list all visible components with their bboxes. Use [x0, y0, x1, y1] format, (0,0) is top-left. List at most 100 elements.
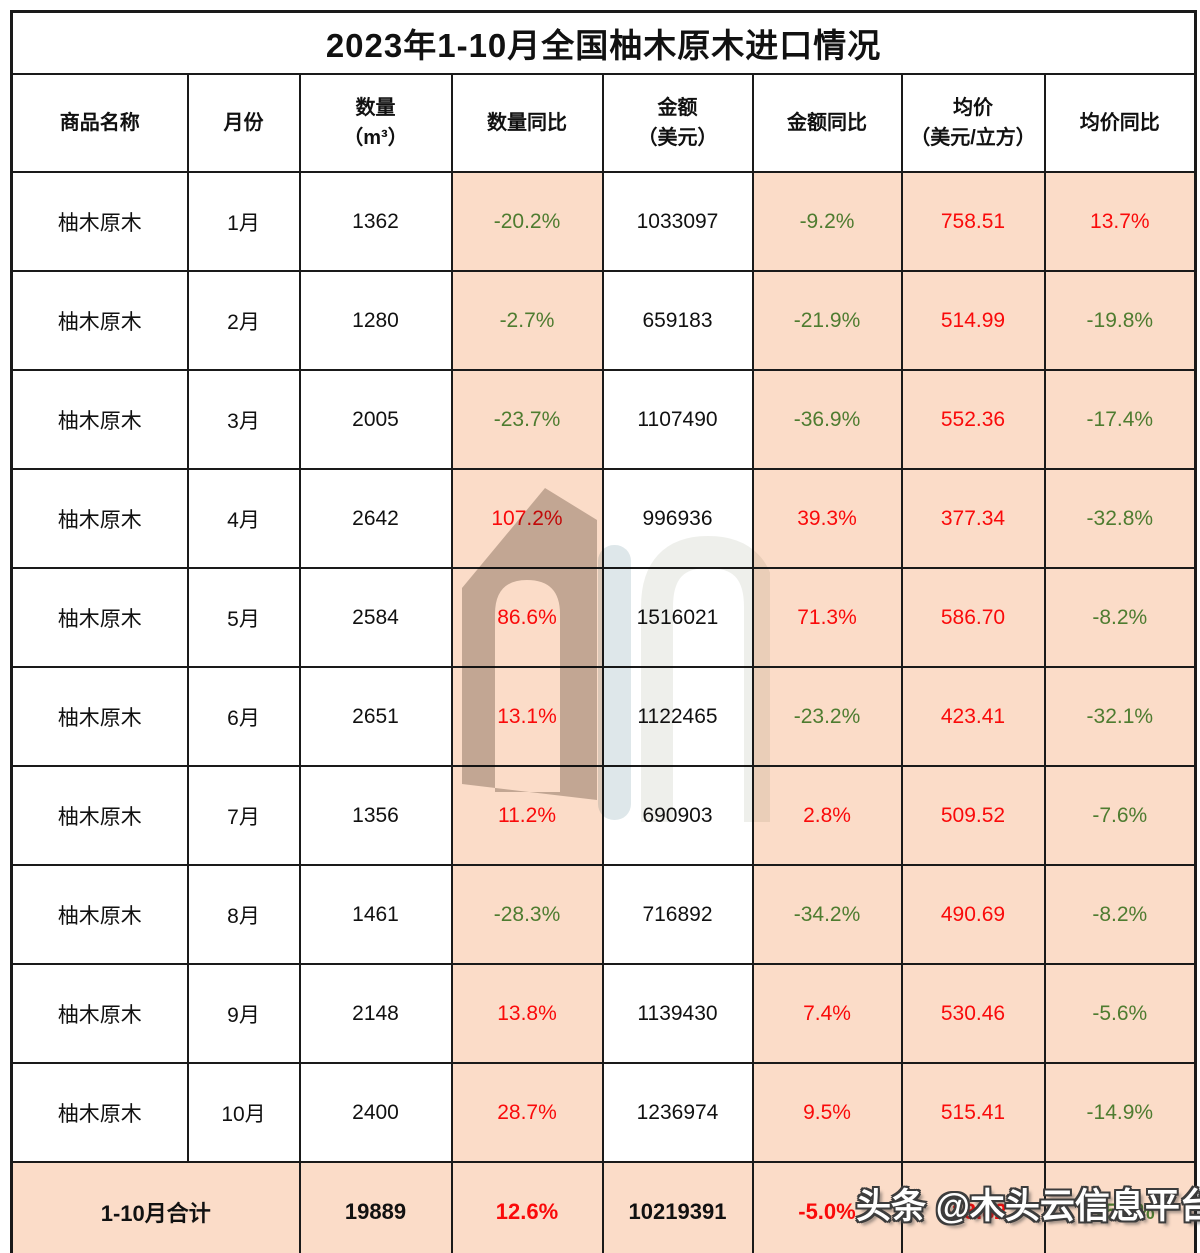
table-title-row: 2023年1-10月全国柚木原木进口情况	[10, 10, 1197, 75]
table-row: 柚木原木 6月 2651 13.1% 1122465 -23.2% 423.41 -32.1%	[10, 666, 1197, 767]
cell-month: 1月	[186, 171, 301, 272]
cell-month: 6月	[186, 666, 301, 767]
total-cell-avg-price: 513.82	[900, 1161, 1046, 1253]
cell-avg-price: 530.46	[900, 963, 1046, 1064]
cell-product: 柚木原木	[10, 1062, 189, 1163]
column-header-2: 数量 （m³）	[298, 73, 453, 173]
cell-qty: 2642	[298, 468, 453, 569]
page-title: 2023年1-10月全国柚木原木进口情况	[10, 10, 1197, 75]
column-header-1: 月份	[186, 73, 301, 173]
cell-avg-price: 586.70	[900, 567, 1046, 668]
import-data-table: 2023年1-10月全国柚木原木进口情况 商品名称 月份 数量 （m³） 数量同比 金额…	[10, 10, 1198, 1253]
table-row: 柚木原木 7月 1356 11.2% 690903 2.8% 509.52 -7.6%	[10, 765, 1197, 866]
cell-avg-price: 552.36	[900, 369, 1046, 470]
cell-month: 10月	[186, 1062, 301, 1163]
cell-amount-yoy: -23.2%	[751, 666, 903, 767]
cell-amount: 1516021	[601, 567, 754, 668]
column-header-4: 金额 （美元）	[601, 73, 754, 173]
cell-qty-yoy: 107.2%	[450, 468, 604, 569]
cell-amount-yoy: 7.4%	[751, 963, 903, 1064]
table-row: 柚木原木 1月 1362 -20.2% 1033097 -9.2% 758.51 13.7%	[10, 171, 1197, 272]
cell-avg-price: 377.34	[900, 468, 1046, 569]
table-row: 柚木原木 2月 1280 -2.7% 659183 -21.9% 514.99 -19.8%	[10, 270, 1197, 371]
cell-qty: 1280	[298, 270, 453, 371]
cell-qty-yoy: 11.2%	[450, 765, 604, 866]
cell-qty: 2651	[298, 666, 453, 767]
total-cell-amount: 10219391	[601, 1161, 754, 1253]
cell-avg-yoy: -19.8%	[1043, 270, 1197, 371]
table-row: 柚木原木 9月 2148 13.8% 1139430 7.4% 530.46 -5.6%	[10, 963, 1197, 1064]
column-header-6: 均价 （美元/立方）	[900, 73, 1046, 173]
cell-avg-yoy: -8.2%	[1043, 567, 1197, 668]
cell-amount: 1033097	[601, 171, 754, 272]
cell-qty: 1362	[298, 171, 453, 272]
table-total-row: 1-10月合计 19889 12.6% 10219391 -5.0% 513.82 -15.…	[10, 1161, 1197, 1253]
cell-amount-yoy: -9.2%	[751, 171, 903, 272]
table-row: 柚木原木 3月 2005 -23.7% 1107490 -36.9% 552.36 -17.4…	[10, 369, 1197, 470]
cell-product: 柚木原木	[10, 567, 189, 668]
column-header-5: 金额同比	[751, 73, 903, 173]
cell-avg-yoy: -17.4%	[1043, 369, 1197, 470]
cell-month: 3月	[186, 369, 301, 470]
cell-qty: 2400	[298, 1062, 453, 1163]
table-row: 柚木原木 8月 1461 -28.3% 716892 -34.2% 490.69 -8.2%	[10, 864, 1197, 965]
cell-amount: 659183	[601, 270, 754, 371]
total-cell-amount-yoy: -5.0%	[751, 1161, 903, 1253]
cell-amount: 690903	[601, 765, 754, 866]
cell-month: 8月	[186, 864, 301, 965]
total-cell-avg-yoy: -15.6%	[1043, 1161, 1197, 1253]
cell-amount: 996936	[601, 468, 754, 569]
cell-qty-yoy: 28.7%	[450, 1062, 604, 1163]
cell-product: 柚木原木	[10, 864, 189, 965]
cell-qty: 1461	[298, 864, 453, 965]
cell-amount-yoy: 71.3%	[751, 567, 903, 668]
cell-avg-yoy: -7.6%	[1043, 765, 1197, 866]
cell-month: 4月	[186, 468, 301, 569]
cell-avg-yoy: -14.9%	[1043, 1062, 1197, 1163]
cell-product: 柚木原木	[10, 270, 189, 371]
cell-avg-price: 514.99	[900, 270, 1046, 371]
cell-avg-price: 423.41	[900, 666, 1046, 767]
table-row: 柚木原木 5月 2584 86.6% 1516021 71.3% 586.70 -8.2%	[10, 567, 1197, 668]
cell-amount-yoy: -21.9%	[751, 270, 903, 371]
column-header-7: 均价同比	[1043, 73, 1197, 173]
cell-avg-yoy: 13.7%	[1043, 171, 1197, 272]
column-header-3: 数量同比	[450, 73, 604, 173]
cell-amount-yoy: -34.2%	[751, 864, 903, 965]
cell-qty-yoy: 86.6%	[450, 567, 604, 668]
cell-amount-yoy: 2.8%	[751, 765, 903, 866]
cell-amount: 1139430	[601, 963, 754, 1064]
cell-month: 7月	[186, 765, 301, 866]
cell-month: 9月	[186, 963, 301, 1064]
cell-product: 柚木原木	[10, 171, 189, 272]
cell-qty: 2005	[298, 369, 453, 470]
cell-qty: 1356	[298, 765, 453, 866]
cell-product: 柚木原木	[10, 468, 189, 569]
cell-avg-yoy: -32.1%	[1043, 666, 1197, 767]
cell-product: 柚木原木	[10, 369, 189, 470]
cell-product: 柚木原木	[10, 963, 189, 1064]
cell-avg-yoy: -8.2%	[1043, 864, 1197, 965]
cell-qty-yoy: -2.7%	[450, 270, 604, 371]
total-cell-qty-yoy: 12.6%	[450, 1161, 604, 1253]
cell-amount-yoy: -36.9%	[751, 369, 903, 470]
cell-qty-yoy: 13.8%	[450, 963, 604, 1064]
table-row: 柚木原木 10月 2400 28.7% 1236974 9.5% 515.41 -14.9%	[10, 1062, 1197, 1163]
table-row: 柚木原木 4月 2642 107.2% 996936 39.3% 377.34 -32.8%	[10, 468, 1197, 569]
cell-product: 柚木原木	[10, 666, 189, 767]
cell-avg-price: 758.51	[900, 171, 1046, 272]
cell-qty: 2148	[298, 963, 453, 1064]
cell-avg-yoy: -5.6%	[1043, 963, 1197, 1064]
cell-qty-yoy: -20.2%	[450, 171, 604, 272]
cell-amount: 716892	[601, 864, 754, 965]
cell-avg-price: 509.52	[900, 765, 1046, 866]
cell-qty-yoy: 13.1%	[450, 666, 604, 767]
cell-month: 5月	[186, 567, 301, 668]
cell-amount: 1107490	[601, 369, 754, 470]
cell-qty-yoy: -28.3%	[450, 864, 604, 965]
cell-product: 柚木原木	[10, 765, 189, 866]
total-cell-label: 1-10月合计	[10, 1161, 301, 1253]
cell-amount: 1122465	[601, 666, 754, 767]
cell-avg-price: 515.41	[900, 1062, 1046, 1163]
